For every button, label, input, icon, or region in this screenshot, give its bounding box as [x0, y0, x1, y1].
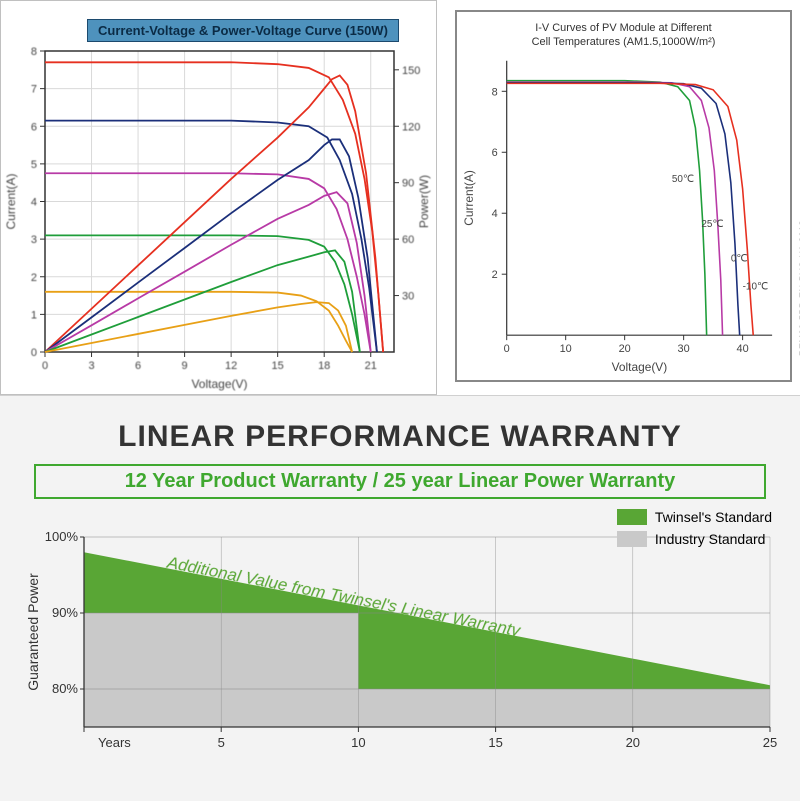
svg-text:18: 18 [318, 360, 330, 372]
svg-text:80%: 80% [52, 681, 78, 696]
legend-box-industry [617, 531, 647, 547]
svg-text:8: 8 [492, 86, 498, 98]
legend-label: Twinsel's Standard [655, 509, 772, 525]
svg-text:25℃: 25℃ [701, 219, 723, 230]
svg-text:0: 0 [504, 343, 510, 355]
svg-text:5: 5 [31, 159, 37, 171]
svg-text:1: 1 [31, 309, 37, 321]
svg-text:4: 4 [31, 197, 37, 209]
svg-text:40: 40 [737, 343, 749, 355]
svg-text:6: 6 [135, 360, 141, 372]
legend-box-twinsel [617, 509, 647, 525]
svg-text:20: 20 [626, 735, 640, 750]
svg-text:Power(W): Power(W) [417, 175, 431, 228]
svg-text:8: 8 [31, 46, 37, 58]
warranty-title: LINEAR PERFORMANCE WARRANTY [0, 396, 800, 454]
svg-text:2: 2 [31, 272, 37, 284]
svg-text:30: 30 [678, 343, 690, 355]
svg-text:4: 4 [492, 208, 498, 220]
svg-text:15: 15 [488, 735, 502, 750]
legend-item-twinsel: Twinsel's Standard [617, 509, 772, 525]
svg-text:60: 60 [402, 234, 414, 246]
svg-text:100%: 100% [45, 529, 79, 544]
svg-text:0: 0 [31, 347, 37, 359]
warranty-subtitle: 12 Year Product Warranty / 25 year Linea… [34, 464, 766, 499]
svg-text:6: 6 [492, 147, 498, 159]
svg-text:Current(A): Current(A) [462, 170, 476, 226]
svg-text:2: 2 [492, 269, 498, 281]
temperature-iv-chart: REM60-5BB-EN-BVC-H1.2018 I-V Curves of P… [437, 0, 800, 395]
legend-label: Industry Standard [655, 531, 766, 547]
svg-text:0: 0 [42, 360, 48, 372]
svg-text:Guaranteed Power: Guaranteed Power [25, 573, 41, 691]
svg-text:90%: 90% [52, 605, 78, 620]
svg-text:5: 5 [218, 735, 225, 750]
svg-text:9: 9 [182, 360, 188, 372]
svg-text:Years: Years [98, 735, 131, 750]
svg-text:150: 150 [402, 65, 420, 77]
warranty-legend: Twinsel's Standard Industry Standard [617, 509, 772, 553]
svg-text:120: 120 [402, 121, 420, 133]
svg-text:3: 3 [88, 360, 94, 372]
svg-text:Cell Temperatures (AM1.5,1000W: Cell Temperatures (AM1.5,1000W/m²) [532, 36, 716, 48]
svg-text:25: 25 [763, 735, 777, 750]
svg-text:15: 15 [272, 360, 284, 372]
svg-text:10: 10 [560, 343, 572, 355]
svg-text:6: 6 [31, 121, 37, 133]
svg-text:Voltage(V): Voltage(V) [612, 360, 668, 374]
svg-text:-10℃: -10℃ [743, 281, 769, 292]
svg-text:90: 90 [402, 178, 414, 190]
svg-text:21: 21 [365, 360, 377, 372]
svg-text:10: 10 [351, 735, 365, 750]
svg-text:Current(A): Current(A) [4, 173, 18, 229]
right-chart-svg: I-V Curves of PV Module at Different Cell… [457, 12, 790, 380]
iv-pv-curve-chart: Current-Voltage & Power-Voltage Curve (1… [0, 0, 437, 395]
chart-title-banner: Current-Voltage & Power-Voltage Curve (1… [87, 19, 399, 42]
svg-text:I-V Curves of PV Module at Dif: I-V Curves of PV Module at Different [535, 22, 711, 34]
warranty-panel: LINEAR PERFORMANCE WARRANTY 12 Year Prod… [0, 396, 800, 801]
legend-item-industry: Industry Standard [617, 531, 772, 547]
svg-text:3: 3 [31, 234, 37, 246]
svg-text:7: 7 [31, 84, 37, 96]
svg-text:50℃: 50℃ [672, 174, 694, 185]
svg-text:Voltage(V): Voltage(V) [191, 377, 247, 391]
svg-text:12: 12 [225, 360, 237, 372]
svg-text:20: 20 [619, 343, 631, 355]
svg-text:30: 30 [402, 291, 414, 303]
left-chart-svg: 036912151821012345678306090120150Voltage… [1, 1, 438, 396]
svg-text:0℃: 0℃ [731, 254, 748, 265]
